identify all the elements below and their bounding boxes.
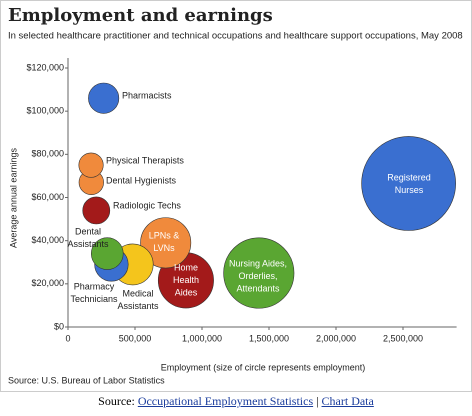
y-tick-label: $100,000: [26, 106, 64, 116]
chart-title: Employment and earnings: [8, 5, 273, 26]
source: Source: U.S. Bureau of Labor Statistics: [8, 375, 165, 385]
y-tick-label: $80,000: [31, 149, 64, 159]
bubble-label: Attendants: [236, 283, 280, 293]
bubble: [140, 217, 192, 269]
x-tick-label: 500,000: [119, 333, 152, 343]
x-tick-label: 2,500,000: [383, 333, 423, 343]
bubble-label: Medical: [122, 288, 153, 298]
footer-link[interactable]: Occupational Employment Statistics: [137, 394, 314, 408]
bubble-label: Registered: [387, 172, 431, 182]
bubble: [82, 196, 111, 225]
x-axis-title: Employment (size of circle represents em…: [161, 362, 366, 372]
bubble-label: Aides: [175, 287, 198, 297]
bubble: [88, 82, 120, 114]
footer-prefix: Source:: [98, 394, 135, 408]
y-tick-label: $40,000: [31, 235, 64, 245]
bubble-label: Nurses: [395, 185, 424, 195]
bubble: [223, 237, 295, 309]
bubble-label: Pharmacists: [122, 90, 172, 100]
y-tick-label: $60,000: [31, 192, 64, 202]
y-axis-title: Average annual earnings: [8, 148, 18, 248]
bubble: [90, 237, 124, 270]
x-tick-label: 1,000,000: [182, 333, 222, 343]
bubble-label: LVNs: [153, 243, 175, 253]
footer-link[interactable]: Chart Data: [321, 394, 374, 408]
chart: Employment and earnings In selected heal…: [0, 0, 472, 392]
bubble-label: Assistants: [67, 239, 109, 249]
y-tick-label: $120,000: [26, 62, 64, 72]
y-tick-label: $20,000: [31, 278, 64, 288]
bubble-label: Orderlies,: [238, 271, 277, 281]
x-tick-label: 0: [65, 333, 70, 343]
bubble-label: Technicians: [70, 294, 118, 304]
bubble-label: Nursing Aides,: [229, 258, 287, 268]
bubble-label: Dental: [75, 226, 101, 236]
bubble: [78, 152, 104, 178]
chart-subtitle: In selected healthcare practitioner and …: [8, 31, 463, 42]
bubble: [361, 136, 456, 231]
bubble-label: Home: [174, 262, 198, 272]
bubble-label: Health: [173, 275, 199, 285]
bubble-label: Assistants: [117, 301, 159, 311]
y-tick-label: $0: [54, 321, 64, 331]
footer: Source: Occupational Employment Statisti…: [0, 394, 472, 409]
bubble-label: LPNs &: [149, 230, 180, 240]
footer-separator: |: [316, 394, 319, 408]
x-tick-label: 1,500,000: [249, 333, 289, 343]
bubble-label: Physical Therapists: [106, 155, 184, 165]
bubble-label: Radiologic Techs: [113, 200, 181, 210]
x-tick-label: 2,000,000: [316, 333, 356, 343]
bubble-label: Pharmacy: [74, 281, 115, 291]
bubble-label: Dental Hygienists: [106, 175, 177, 185]
